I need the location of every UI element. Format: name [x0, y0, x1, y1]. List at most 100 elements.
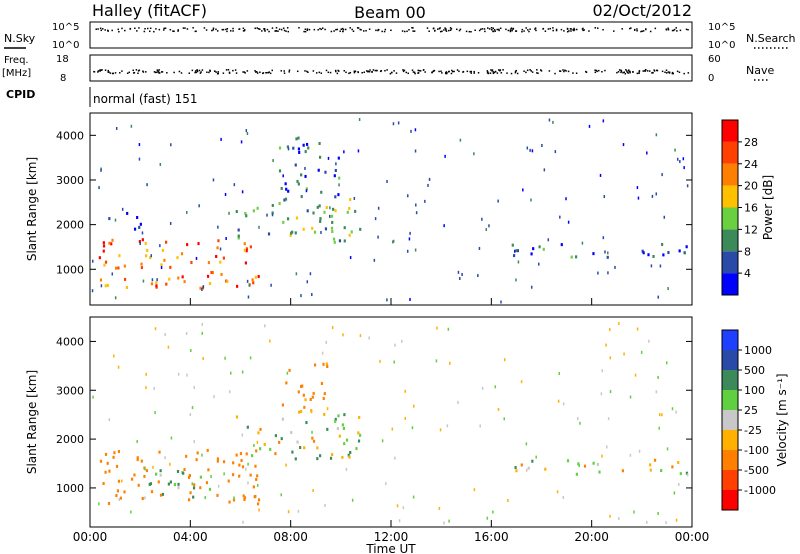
freq-point [595, 69, 598, 72]
velocity-cell [193, 483, 196, 487]
nsky-point [583, 29, 585, 31]
nsky-point [602, 28, 604, 31]
power-cell [667, 251, 670, 255]
nave-tick-bottom: 0 [708, 73, 714, 84]
freq-point [469, 70, 472, 73]
freq-point [320, 72, 323, 74]
power-noise [676, 157, 679, 161]
nsky-point [226, 27, 229, 30]
freq-point [638, 70, 641, 73]
velocity-noise [486, 516, 489, 520]
freq-point [228, 71, 231, 74]
freq-point [256, 72, 259, 74]
velocity-cell [176, 469, 180, 473]
power-noise [406, 249, 409, 253]
nsky-point [285, 30, 287, 32]
velocity-cell [123, 490, 126, 494]
velocity-noise [634, 373, 637, 377]
nsky-point [226, 30, 228, 33]
nsky-point [163, 29, 165, 31]
nsky-point [313, 28, 316, 31]
velocity-cell [598, 470, 601, 474]
nsky-point [349, 27, 351, 29]
nsky-point [406, 30, 408, 33]
power-cell [108, 241, 111, 245]
velocity-cell [243, 496, 247, 500]
power-cell [144, 241, 147, 245]
nsky-point [404, 30, 406, 33]
time-tick-label: 00:00 [73, 530, 108, 544]
velocity-colorbar-segment [722, 490, 738, 510]
velocity-noise [311, 430, 313, 434]
nsky-point [184, 27, 186, 29]
velocity-noise [287, 510, 290, 514]
power-cell [252, 209, 255, 213]
power-cell [210, 270, 213, 274]
date-title: 02/Oct/2012 [592, 1, 692, 20]
nsky-strip: N.Sky 10^5 10^0 10^5 10^0 N.Search [4, 21, 796, 51]
freq-point [119, 72, 121, 74]
freq-point [419, 70, 422, 72]
freq-point [648, 70, 651, 72]
power-panel: 1000 2000 3000 4000 Slant Range [km] 4 8 12 16… [25, 112, 775, 306]
power-y-axis: 1000 2000 3000 4000 [56, 129, 692, 276]
nsky-point [675, 27, 677, 29]
power-cell [652, 255, 655, 259]
nsky-point [243, 29, 246, 32]
nsky-point [445, 30, 448, 32]
velocity-noise [447, 327, 450, 331]
freq-point [447, 70, 450, 73]
freq-point [386, 69, 388, 71]
freq-point [536, 69, 538, 71]
velocity-cell [337, 414, 340, 418]
velocity-noise [342, 333, 344, 337]
nsky-point [492, 27, 495, 30]
power-cell [334, 168, 337, 172]
nsky-point [474, 29, 476, 31]
nsky-point [544, 30, 547, 32]
velocity-noise [402, 506, 405, 510]
nsky-point [527, 29, 529, 31]
freq-point [243, 71, 246, 73]
freq-point [562, 69, 564, 71]
nsky-point [304, 30, 307, 33]
power-cell [181, 275, 184, 279]
freq-point [597, 69, 600, 72]
freq-point [154, 71, 157, 74]
freq-point [173, 71, 175, 74]
power-cell [222, 256, 225, 260]
power-noise [497, 199, 499, 203]
nsky-point [481, 28, 484, 30]
power-noise [655, 192, 658, 196]
nsky-point [129, 27, 132, 30]
power-cell [249, 245, 252, 249]
nsky-point [194, 30, 197, 33]
velocity-noise [675, 518, 678, 522]
power-cell [332, 207, 335, 211]
velocity-cell [303, 405, 306, 409]
velocity-cell [280, 437, 283, 441]
power-noise [373, 258, 376, 262]
nsky-point [528, 30, 530, 33]
freq-point [384, 69, 386, 72]
power-noise [233, 183, 236, 187]
nsky-point [491, 28, 493, 31]
nsky-point [490, 27, 493, 29]
velocity-noise [191, 482, 194, 486]
power-noise [258, 225, 260, 229]
nsky-point [153, 30, 155, 33]
power-noise [228, 211, 230, 215]
freq-point [616, 71, 618, 74]
power-noise [679, 160, 681, 164]
velocity-noise [280, 493, 283, 497]
power-noise [111, 272, 114, 276]
power-cell [104, 284, 107, 288]
power-cell [237, 234, 240, 238]
velocity-noise [675, 410, 677, 414]
freq-point [107, 71, 109, 73]
freq-point [232, 69, 234, 72]
velocity-cell [357, 431, 360, 435]
velocity-cell [544, 467, 547, 471]
freq-point [424, 71, 426, 73]
